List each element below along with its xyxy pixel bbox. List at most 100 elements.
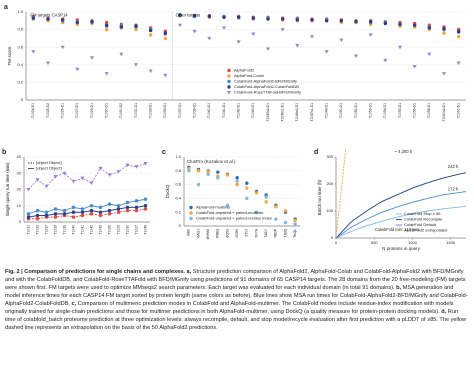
- point: [71, 205, 76, 210]
- triangle-marker: [354, 54, 358, 58]
- y-tick-label: 0.8: [175, 168, 181, 173]
- x-tick-label: T1042: [89, 225, 93, 235]
- triangle-marker: [80, 176, 85, 181]
- point: [46, 17, 50, 21]
- point: [35, 213, 40, 218]
- point: [163, 31, 168, 35]
- point: [339, 19, 344, 23]
- point: [310, 18, 314, 22]
- point: [134, 199, 139, 203]
- point: [143, 204, 148, 208]
- y-tick-label: 30: [17, 170, 22, 175]
- triangle-marker: [178, 23, 182, 28]
- legend-label: AlphaFold-multimer: [196, 205, 231, 210]
- point: [324, 19, 329, 23]
- point: [62, 212, 67, 216]
- point: [60, 18, 65, 22]
- point: [235, 176, 239, 180]
- point: [107, 208, 112, 213]
- point: [189, 216, 193, 221]
- x-tick-label: 6QX3: [225, 229, 229, 238]
- x-tick-label: T1030-D2: [119, 103, 123, 118]
- point: [71, 215, 76, 219]
- x-tick-label: T1040: [71, 225, 75, 235]
- legend-label: AlphaFold2: [234, 68, 255, 73]
- triangle-marker: [134, 63, 138, 67]
- y-tick-label: 0.6: [175, 182, 181, 187]
- x-tick-label: T1024-D1: [31, 103, 35, 118]
- x-tick-label: T1050-D1: [339, 103, 343, 118]
- point: [274, 217, 278, 221]
- panel-label: a: [4, 4, 8, 11]
- x-tick-label: 7AEY: [264, 228, 268, 237]
- x-tick-label: T1037-D1: [178, 103, 182, 118]
- legend-label: ColabFold Default: [404, 222, 437, 227]
- series-line: [336, 205, 466, 238]
- caption-text: Run time of colabfold_batch proteome pre…: [5, 309, 467, 331]
- point: [134, 205, 139, 210]
- point: [31, 16, 36, 20]
- caption-text: MSA generation and model inference times…: [5, 285, 468, 307]
- point: [368, 19, 373, 24]
- x-tick-label: T1031: [26, 225, 30, 235]
- point: [225, 173, 230, 177]
- point: [245, 196, 249, 201]
- y-tick-label: 100: [326, 208, 333, 213]
- x-axis-label: N proteins in query: [382, 246, 421, 251]
- series-line: [336, 172, 466, 238]
- triangle-marker: [266, 47, 270, 51]
- triangle-marker: [125, 163, 130, 168]
- caption-text: Comparison of multimeric prediction mode…: [5, 301, 454, 315]
- point: [80, 207, 85, 211]
- point: [134, 27, 138, 32]
- x-tick-label: T1027: [134, 225, 138, 235]
- point: [104, 20, 109, 25]
- annotation: ColabFold min: 113 min: [375, 227, 420, 232]
- point: [283, 220, 288, 225]
- point: [227, 68, 231, 73]
- x-tick-label: T1061-D1: [457, 103, 461, 118]
- point: [62, 208, 67, 213]
- triangle-marker: [134, 165, 139, 169]
- point: [134, 208, 139, 213]
- point: [254, 191, 259, 195]
- point: [143, 207, 148, 211]
- triangle-marker: [26, 188, 31, 192]
- triangle-marker: [71, 179, 76, 184]
- point: [98, 213, 103, 218]
- triangle-marker: [116, 170, 121, 174]
- point: [35, 208, 40, 213]
- triangle-marker: [44, 184, 49, 189]
- y-tick-label: 0.8: [17, 27, 23, 32]
- triangle-marker: [163, 73, 168, 78]
- x-tick-label: 6S9N: [235, 228, 239, 237]
- annotation: Other targets: [176, 13, 200, 18]
- point: [245, 186, 249, 190]
- caption-label: d,: [441, 309, 447, 315]
- triangle-marker: [251, 32, 256, 36]
- annotation: 242 h: [448, 164, 459, 169]
- x-tick-label: T1041: [80, 225, 84, 235]
- point: [222, 15, 226, 19]
- x-tick-label: T1029: [116, 225, 120, 235]
- point: [283, 209, 288, 213]
- legend-label: AlphaFold-Colab: [234, 73, 265, 78]
- x-tick-label: T1042-D1: [237, 103, 241, 118]
- point: [216, 176, 220, 180]
- point: [187, 169, 191, 173]
- x-tick-label: T1027-D1: [75, 103, 79, 118]
- y-tick-label: 20: [17, 187, 22, 192]
- x-tick-label: T1060s2-D1: [442, 103, 446, 122]
- y-axis-label: DockQ: [165, 184, 170, 198]
- x-tick-label: 1500: [446, 240, 456, 245]
- triangle-marker: [143, 162, 148, 166]
- x-tick-label: T1058-D1: [427, 103, 431, 118]
- point: [196, 182, 201, 187]
- x-tick-label: T1030: [125, 225, 129, 235]
- legend-label: ColabFold Stop ≥ 85: [404, 211, 441, 216]
- triangle-marker: [53, 175, 58, 179]
- point: [354, 19, 358, 24]
- y-tick-label: 200: [326, 181, 333, 186]
- point: [196, 169, 201, 173]
